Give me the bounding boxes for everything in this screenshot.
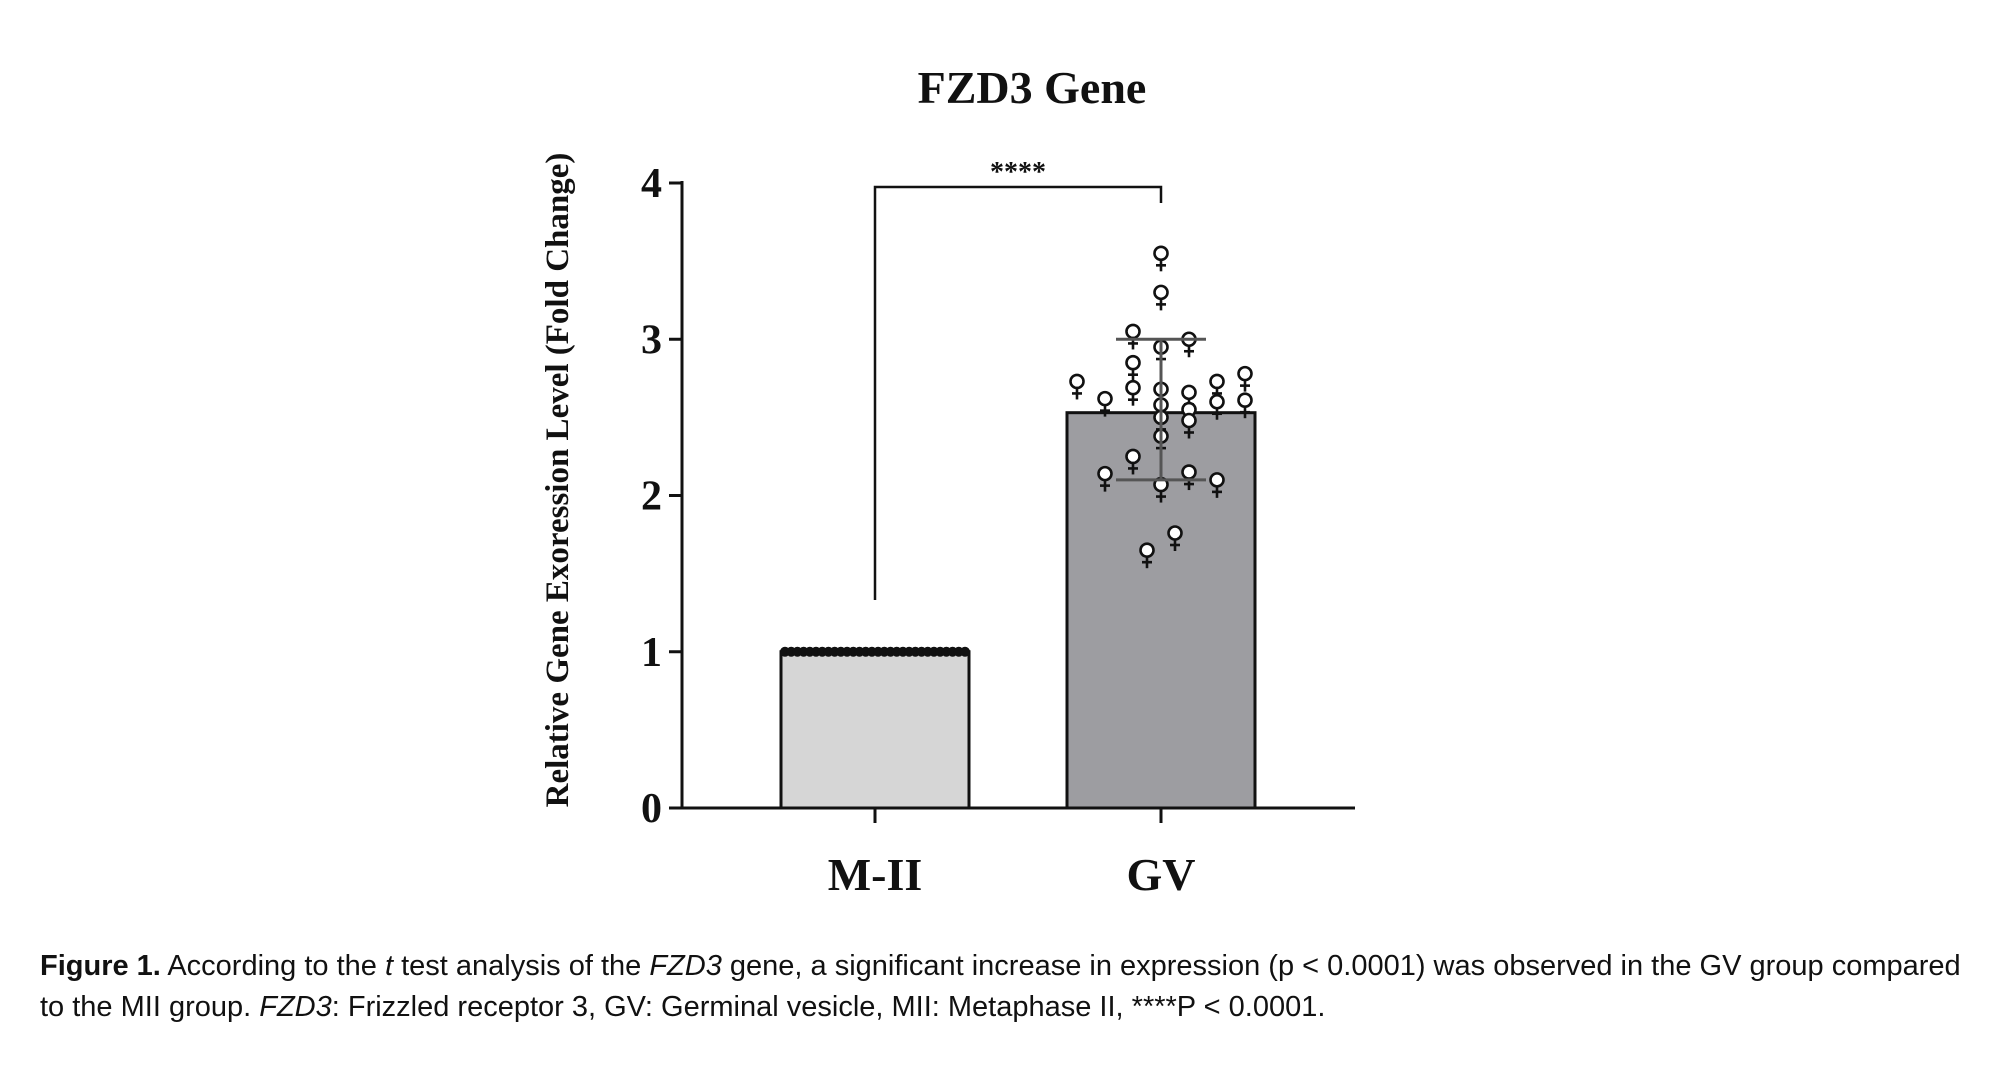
- y-axis-label: Relative Gene Exoression Level (Fold Cha…: [540, 153, 576, 808]
- point-gv: [1139, 542, 1155, 569]
- significance-label: ****: [990, 157, 1046, 188]
- point-gv: [1209, 472, 1225, 498]
- figure-caption: Figure 1. According to the t test analys…: [40, 946, 1970, 1028]
- y-tick-label-0: 0: [641, 786, 662, 832]
- caption-gene-1: FZD3: [649, 950, 722, 982]
- caption-gene-2: FZD3: [259, 991, 332, 1023]
- plot-area: 0 1 2 3 4 M-II GV ****: [641, 157, 1355, 900]
- point-gv-ring: [1181, 384, 1197, 401]
- point-gv: [1069, 373, 1085, 400]
- x-tick-label-m-ii: M-II: [828, 849, 923, 900]
- point-gv: [1237, 392, 1253, 419]
- caption-label: Figure 1.: [40, 950, 161, 982]
- point-gv: [1153, 284, 1169, 311]
- point-gv-ring: [1237, 392, 1253, 408]
- point-gv-ring: [1125, 323, 1141, 340]
- caption-t-italic: t: [384, 950, 394, 982]
- point-gv-ring: [1153, 284, 1169, 301]
- point-gv-ring: [1125, 448, 1141, 465]
- chart-title: FZD3 Gene: [918, 62, 1147, 113]
- y-tick-label-3: 3: [641, 317, 662, 363]
- point-gv-ring: [1209, 373, 1225, 390]
- point-gv: [1209, 373, 1225, 400]
- point-gv: [1181, 412, 1197, 439]
- chart: FZD3 Gene Relative Gene Exoression Level…: [540, 62, 1355, 900]
- point-gv-ring: [1181, 464, 1197, 480]
- point-gv-ring: [1209, 472, 1225, 488]
- point-gv-ring: [1125, 354, 1141, 371]
- point-gv: [1125, 379, 1141, 406]
- significance-bracket: [873, 185, 1163, 600]
- point-gv: [1125, 354, 1141, 381]
- point-gv-ring: [1097, 465, 1113, 482]
- point-gv: [1209, 393, 1225, 420]
- caption-text-1: According to the: [160, 950, 385, 982]
- point-gv: [1237, 365, 1253, 392]
- point-gv-ring: [1125, 379, 1141, 396]
- point-gv: [1125, 323, 1141, 350]
- point-mii: [960, 646, 970, 657]
- point-gv-ring: [1139, 542, 1155, 558]
- point-gv: [1125, 448, 1141, 475]
- point-gv-ring: [1181, 412, 1197, 429]
- point-gv: [1097, 465, 1113, 492]
- point-gv-ring: [1097, 390, 1113, 407]
- y-tick-label-2: 2: [641, 474, 662, 520]
- caption-text-2: test analysis of the: [393, 950, 650, 982]
- bar-m-ii: [779, 650, 971, 810]
- point-gv: [1167, 525, 1183, 551]
- caption-text-3: gene, a significant increase in expressi…: [40, 950, 1961, 1023]
- point-gv: [1097, 390, 1113, 417]
- y-tick-label-1: 1: [641, 630, 662, 676]
- point-gv-ring: [1209, 393, 1225, 410]
- point-gv-ring: [1237, 365, 1253, 382]
- point-gv-ring: [1153, 245, 1169, 262]
- x-tick-label-gv: GV: [1127, 849, 1196, 900]
- point-gv-ring: [1069, 373, 1085, 390]
- point-gv: [1181, 331, 1197, 358]
- point-gv: [1153, 245, 1169, 272]
- point-gv-ring: [1167, 525, 1183, 541]
- caption-text-4: : Frizzled receptor 3, GV: Germinal vesi…: [331, 991, 1326, 1023]
- y-tick-label-4: 4: [641, 161, 662, 207]
